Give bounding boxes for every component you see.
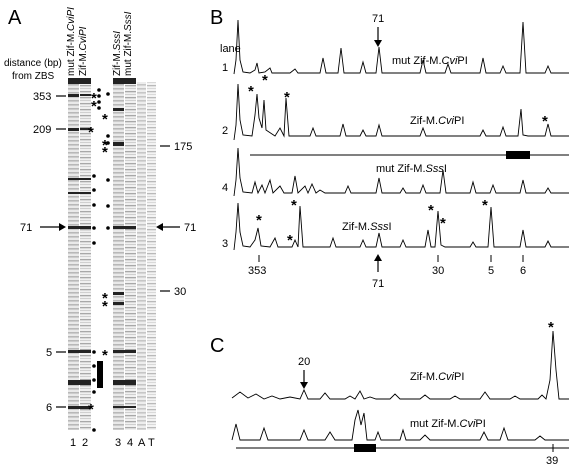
- gel-lane-4: [125, 78, 136, 430]
- lane-number-t: T: [148, 437, 155, 449]
- panel-a: A distance (bp) from ZBS mut Zif-M.CviPI…: [4, 7, 196, 449]
- trace-lane-1-name: mut Zif-M.CviPI: [392, 55, 468, 67]
- trace-lane-1: [233, 19, 569, 75]
- svg-text:*: *: [91, 98, 97, 115]
- svg-text:*: *: [548, 319, 554, 336]
- trace-lane-1-number: 1: [222, 62, 228, 74]
- tick-71: 71: [372, 278, 384, 290]
- gel-lane-t: [147, 82, 156, 430]
- gel-lane-a: [137, 82, 146, 430]
- svg-text:*: *: [248, 83, 254, 100]
- marker-5: 5: [46, 347, 52, 359]
- lane2-annotations: ** * *: [88, 88, 103, 432]
- svg-text:*: *: [256, 212, 262, 229]
- svg-text:*: *: [88, 401, 94, 418]
- tick-30: 30: [432, 265, 444, 277]
- svg-text:*: *: [482, 197, 488, 214]
- svg-text:*: *: [102, 111, 108, 128]
- trace-lane-3-number: 3: [222, 238, 228, 250]
- trace-c2-name: mut Zif-M.CviPI: [410, 418, 486, 430]
- trace-lane-4: [233, 147, 569, 197]
- marker-209: 209: [33, 124, 51, 136]
- panel-b-label: B: [210, 7, 223, 29]
- arrow-71-bottom: [374, 254, 382, 261]
- svg-text:*: *: [102, 290, 108, 307]
- marker-71-right: 71: [184, 222, 196, 234]
- svg-text:*: *: [440, 215, 446, 232]
- gel-lane-2: [80, 78, 91, 430]
- marker-175: 175: [174, 141, 192, 153]
- panel-a-label: A: [8, 7, 22, 29]
- svg-text:*: *: [291, 197, 297, 214]
- svg-text:*: *: [102, 298, 108, 315]
- marker-6: 6: [46, 402, 52, 414]
- marker-30: 30: [174, 286, 186, 298]
- lane4-header: mut Zif-M.SssI: [123, 11, 134, 76]
- svg-text:*: *: [428, 202, 434, 219]
- panel-b-ticks: [258, 255, 524, 262]
- svg-text:*: *: [102, 137, 108, 154]
- lane-number-2: 2: [82, 437, 88, 449]
- tick-6: 6: [520, 265, 526, 277]
- lane-number-1: 1: [70, 437, 76, 449]
- lane3-annotations: * ** ** *: [102, 92, 110, 364]
- panel-c: C 20 Zif-M.CviPI * mut Zif-M.CviPI 39: [210, 319, 569, 466]
- lane3-header: Zif-M.SssI: [112, 31, 123, 76]
- svg-text:*: *: [88, 124, 94, 141]
- trace-c2: [231, 409, 569, 441]
- svg-text:*: *: [102, 144, 108, 161]
- trace-lane-4-number: 4: [222, 182, 228, 194]
- arrow-20: [300, 382, 308, 389]
- marker-353: 353: [33, 91, 51, 103]
- svg-text:*: *: [284, 89, 290, 106]
- panel-b: B lane 71 1 mut Zif-M.CviPI 2 Zif-M.CviP…: [210, 7, 569, 290]
- lane-number-3: 3: [115, 437, 121, 449]
- marker-71-left: 71: [20, 222, 32, 234]
- gel-image: [68, 78, 156, 430]
- svg-text:*: *: [287, 232, 293, 249]
- lane-number-4: 4: [127, 437, 133, 449]
- distance-caption-line2: from ZBS: [12, 71, 55, 82]
- svg-text:*: *: [102, 347, 108, 364]
- trace-lane-3: [233, 202, 569, 251]
- gel-lane-1: [68, 78, 79, 430]
- tick-353: 353: [248, 265, 266, 277]
- panel-c-label: C: [210, 335, 224, 357]
- svg-text:*: *: [262, 72, 268, 89]
- trace-lane-2-name: Zif-M.CviPI: [410, 115, 464, 127]
- zbs-marker-b: [506, 151, 530, 159]
- arrow-20-label: 20: [298, 356, 310, 368]
- trace-lane-4-name: mut Zif-M.SssI: [376, 163, 447, 175]
- distance-caption-line1: distance (bp): [4, 58, 62, 69]
- tick-5: 5: [488, 265, 494, 277]
- zbs-marker-c: [354, 444, 376, 452]
- trace-lane-2-number: 2: [222, 125, 228, 137]
- lane2-header: Zif-M.CviPI: [78, 26, 89, 76]
- trace-c1: [231, 330, 569, 400]
- svg-text:*: *: [542, 113, 548, 130]
- trace-c1-name: Zif-M.CviPI: [410, 371, 464, 383]
- tick-39: 39: [546, 455, 558, 466]
- lane-number-a: A: [138, 437, 146, 449]
- arrow-71-label-top: 71: [372, 13, 384, 25]
- lane-header: lane: [220, 43, 241, 55]
- trace-lane-2: [233, 83, 569, 141]
- gel-lane-3: [113, 78, 124, 430]
- arrow-71-top: [374, 40, 382, 47]
- lane1-header: mut Zif-M.CviPI: [66, 7, 77, 76]
- svg-text:*: *: [91, 90, 97, 107]
- zbs-bar: [97, 361, 103, 388]
- trace-lane-3-name: Zif-M.SssI: [342, 221, 392, 233]
